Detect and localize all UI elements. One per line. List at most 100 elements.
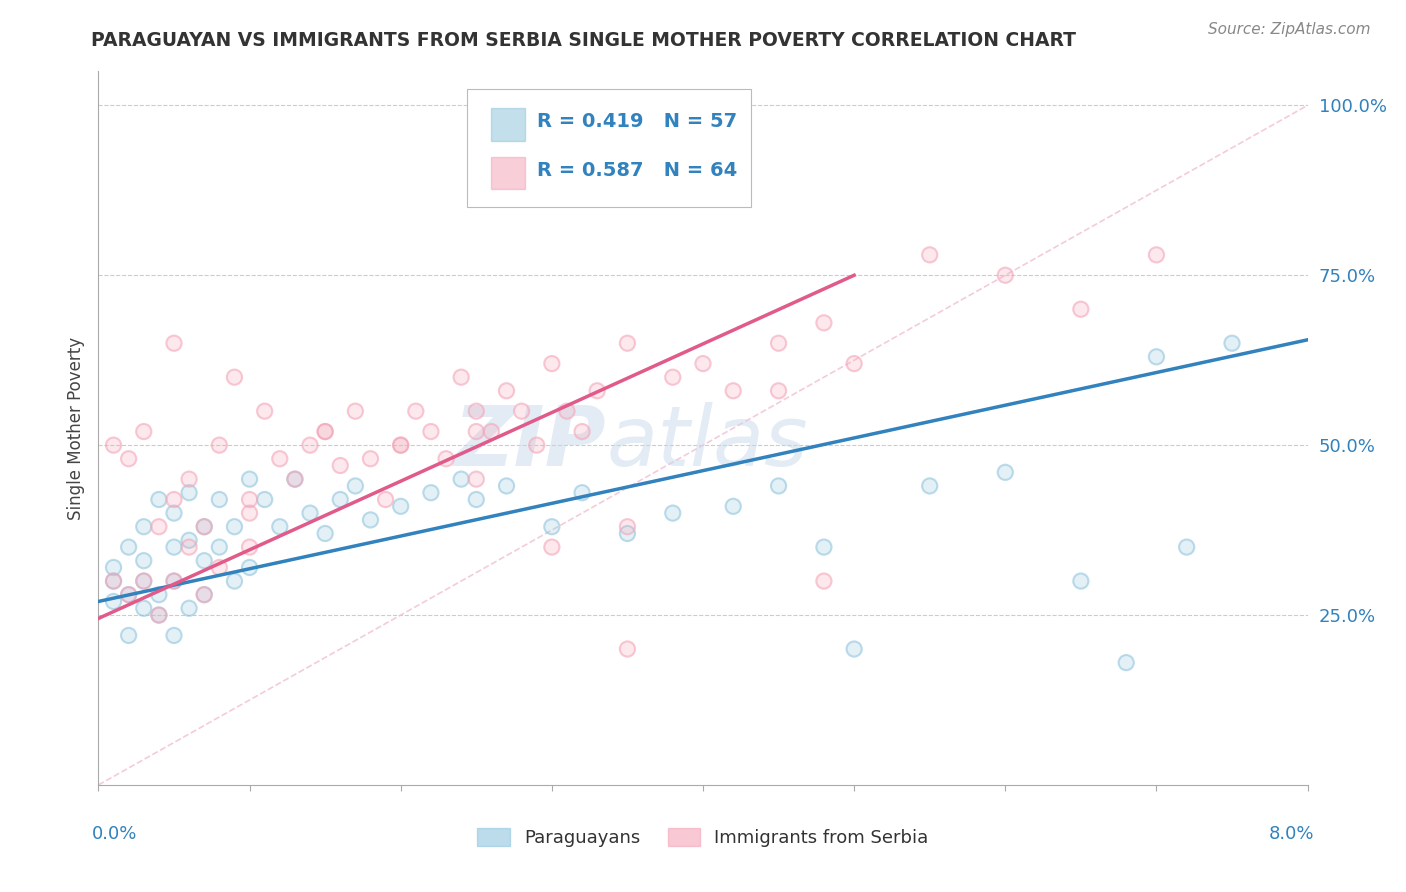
Point <box>132 554 155 568</box>
Point <box>344 404 367 418</box>
Point <box>723 384 745 398</box>
Point <box>571 425 593 439</box>
Point <box>813 574 835 588</box>
Point <box>103 574 125 588</box>
Point <box>118 588 141 602</box>
Point <box>284 472 307 486</box>
Point <box>389 500 412 514</box>
Point <box>692 357 714 371</box>
Point <box>239 472 262 486</box>
Point <box>163 336 186 351</box>
Point <box>844 357 866 371</box>
Point <box>148 608 170 623</box>
Point <box>768 384 790 398</box>
Point <box>768 479 790 493</box>
Point <box>329 458 352 473</box>
Point <box>465 492 488 507</box>
Point <box>224 574 246 588</box>
Point <box>103 594 125 608</box>
Point <box>495 384 517 398</box>
Point <box>450 472 472 486</box>
Point <box>465 404 488 418</box>
Point <box>389 438 412 452</box>
Point <box>540 519 562 533</box>
Text: Source: ZipAtlas.com: Source: ZipAtlas.com <box>1208 22 1371 37</box>
Point <box>360 513 382 527</box>
Point <box>193 588 215 602</box>
Point <box>450 370 472 384</box>
Point <box>495 384 517 398</box>
Point <box>148 519 170 533</box>
Point <box>163 628 186 642</box>
Bar <box>492 157 526 189</box>
Point <box>148 608 170 623</box>
Point <box>420 485 443 500</box>
Point <box>269 519 291 533</box>
Point <box>179 472 201 486</box>
Point <box>224 519 246 533</box>
Text: 8.0%: 8.0% <box>1270 825 1315 843</box>
Point <box>844 357 866 371</box>
Point <box>540 519 562 533</box>
Point <box>994 268 1017 283</box>
Point <box>1070 574 1092 588</box>
Point <box>163 540 186 554</box>
Point <box>360 513 382 527</box>
Point <box>314 526 336 541</box>
Point <box>132 574 155 588</box>
Point <box>253 404 276 418</box>
Point <box>179 485 201 500</box>
Point <box>224 370 246 384</box>
Point <box>420 425 443 439</box>
Point <box>1070 302 1092 317</box>
Point <box>586 384 609 398</box>
Point <box>465 472 488 486</box>
Point <box>994 268 1017 283</box>
Point <box>994 466 1017 480</box>
Bar <box>492 109 526 141</box>
Point <box>193 588 215 602</box>
Point <box>148 492 170 507</box>
Point <box>723 384 745 398</box>
Point <box>768 384 790 398</box>
Point <box>193 554 215 568</box>
Point <box>1146 248 1168 262</box>
Point <box>208 560 231 574</box>
Point <box>360 451 382 466</box>
Point <box>1146 350 1168 364</box>
Point <box>132 574 155 588</box>
Point <box>132 519 155 533</box>
Point <box>571 425 593 439</box>
Point <box>193 519 215 533</box>
Point <box>1070 574 1092 588</box>
Point <box>103 574 125 588</box>
Point <box>179 601 201 615</box>
Point <box>224 574 246 588</box>
Point <box>179 540 201 554</box>
Point <box>118 540 141 554</box>
Point <box>163 506 186 520</box>
Point <box>208 438 231 452</box>
Point <box>118 628 141 642</box>
Point <box>495 479 517 493</box>
Point <box>540 357 562 371</box>
Point <box>253 404 276 418</box>
Point <box>132 519 155 533</box>
Point <box>132 425 155 439</box>
Point <box>616 519 638 533</box>
Point <box>179 601 201 615</box>
Point <box>239 540 262 554</box>
Point <box>314 526 336 541</box>
Point <box>555 404 578 418</box>
Point <box>329 492 352 507</box>
Point <box>844 642 866 657</box>
Text: R = 0.587   N = 64: R = 0.587 N = 64 <box>537 161 738 179</box>
Point <box>344 404 367 418</box>
Point <box>389 438 412 452</box>
Point <box>329 492 352 507</box>
Point <box>360 451 382 466</box>
Text: R = 0.419   N = 57: R = 0.419 N = 57 <box>537 112 738 131</box>
Point <box>118 588 141 602</box>
Point <box>844 642 866 657</box>
Point <box>723 500 745 514</box>
